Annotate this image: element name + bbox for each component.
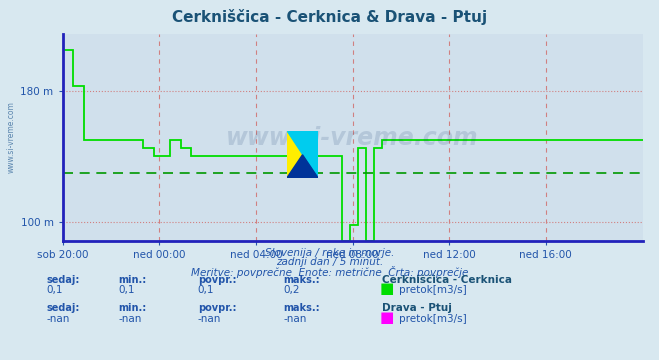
Text: zadnji dan / 5 minut.: zadnji dan / 5 minut. bbox=[276, 257, 383, 267]
Text: -nan: -nan bbox=[198, 314, 221, 324]
Text: povpr.:: povpr.: bbox=[198, 303, 236, 314]
Text: ■: ■ bbox=[380, 282, 394, 296]
Polygon shape bbox=[287, 155, 318, 178]
Text: 0,1: 0,1 bbox=[119, 285, 135, 296]
Text: min.:: min.: bbox=[119, 275, 147, 285]
Text: sedaj:: sedaj: bbox=[46, 303, 80, 314]
Text: -nan: -nan bbox=[119, 314, 142, 324]
Text: povpr.:: povpr.: bbox=[198, 275, 236, 285]
Text: maks.:: maks.: bbox=[283, 275, 320, 285]
Text: Meritve: povprečne  Enote: metrične  Črta: povprečje: Meritve: povprečne Enote: metrične Črta:… bbox=[191, 266, 468, 278]
Text: -nan: -nan bbox=[46, 314, 69, 324]
Text: min.:: min.: bbox=[119, 303, 147, 314]
Polygon shape bbox=[287, 131, 318, 178]
Text: 0,1: 0,1 bbox=[46, 285, 63, 296]
Text: sedaj:: sedaj: bbox=[46, 275, 80, 285]
Text: Cerkniščica - Cerknica & Drava - Ptuj: Cerkniščica - Cerknica & Drava - Ptuj bbox=[172, 9, 487, 25]
Text: pretok[m3/s]: pretok[m3/s] bbox=[399, 285, 467, 296]
Text: 0,1: 0,1 bbox=[198, 285, 214, 296]
Polygon shape bbox=[287, 131, 318, 178]
Text: maks.:: maks.: bbox=[283, 303, 320, 314]
Text: www.si-vreme.com: www.si-vreme.com bbox=[226, 126, 479, 150]
Text: Cerkniščica - Cerknica: Cerkniščica - Cerknica bbox=[382, 275, 512, 285]
Text: -nan: -nan bbox=[283, 314, 306, 324]
Text: Drava - Ptuj: Drava - Ptuj bbox=[382, 303, 452, 314]
Text: www.si-vreme.com: www.si-vreme.com bbox=[7, 101, 16, 173]
Text: Slovenija / reke in morje.: Slovenija / reke in morje. bbox=[265, 248, 394, 258]
Text: 0,2: 0,2 bbox=[283, 285, 300, 296]
Text: ■: ■ bbox=[380, 310, 394, 325]
Text: pretok[m3/s]: pretok[m3/s] bbox=[399, 314, 467, 324]
